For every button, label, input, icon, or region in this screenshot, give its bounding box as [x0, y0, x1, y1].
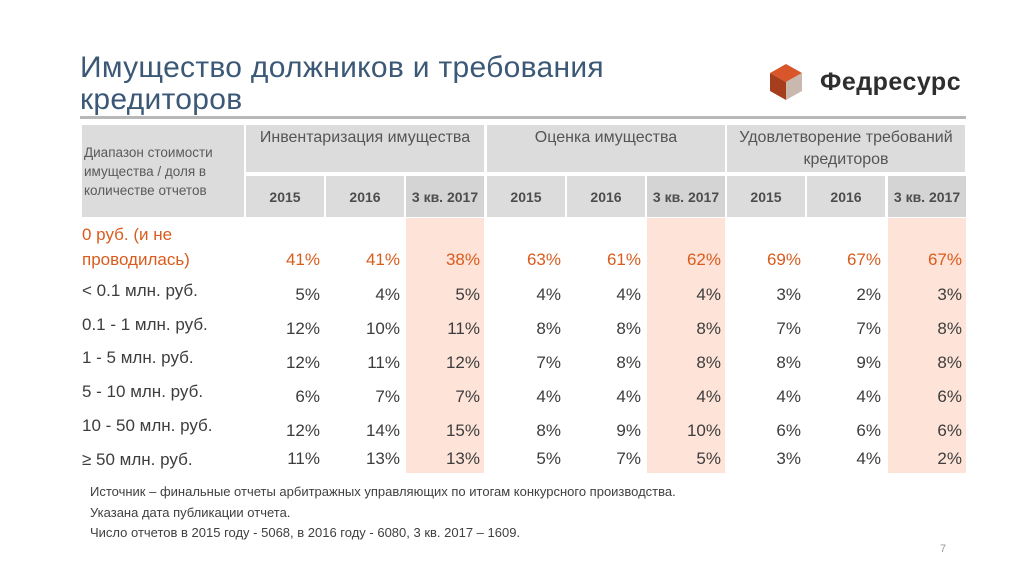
- table-cell: 7%: [536, 353, 561, 372]
- table-cell: 62%: [686, 250, 721, 269]
- table-cell: 14%: [365, 421, 400, 440]
- table-cell: 12%: [445, 353, 480, 372]
- table-cell: 8%: [536, 319, 561, 338]
- table-cell: 7%: [856, 319, 881, 338]
- group-header-valuation: Оценка имущества: [487, 125, 725, 172]
- table-cell: 13%: [365, 449, 400, 468]
- table-cell: 8%: [616, 353, 641, 372]
- fedresurs-logo-icon: [770, 64, 802, 100]
- footnotes: Источник – финальные отчеты арбитражных …: [90, 482, 676, 544]
- year-header: 3 кв. 2017: [406, 176, 484, 217]
- table-cell: 38%: [445, 250, 480, 269]
- table-cell: 8%: [536, 421, 561, 440]
- table-cell: 41%: [285, 250, 320, 269]
- table-cell: 4%: [696, 285, 721, 304]
- table-cell: 4%: [536, 387, 561, 406]
- table-cell: 3%: [776, 285, 801, 304]
- table-cell: 8%: [937, 353, 962, 372]
- table-cell: 6%: [856, 421, 881, 440]
- footnote-counts: Число отчетов в 2015 году - 5068, в 2016…: [90, 525, 521, 540]
- table-cell: 7%: [776, 319, 801, 338]
- table-cell: 8%: [776, 353, 801, 372]
- table-cell: 13%: [445, 449, 480, 468]
- table-cell: 4%: [856, 387, 881, 406]
- highlight-column: [888, 218, 966, 473]
- range-header: Диапазон стоимости имущества / доля в ко…: [82, 125, 244, 217]
- table-cell: 63%: [526, 250, 561, 269]
- table-cell: 11%: [287, 449, 320, 468]
- slide-title: Имущество должников и требования кредито…: [80, 51, 604, 116]
- table-cell: 4%: [696, 387, 721, 406]
- table-cell: 5%: [295, 285, 320, 304]
- fedresurs-logo: Федресурс: [766, 62, 961, 102]
- group-header-creditors: Удовлетворение требований кредиторов: [727, 125, 965, 172]
- year-header: 2016: [326, 176, 404, 217]
- table-cell: 8%: [696, 319, 721, 338]
- table-cell: 7%: [616, 449, 641, 468]
- table-cell: 4%: [375, 285, 400, 304]
- row-label: 0 руб. (и не проводилась): [82, 225, 190, 269]
- table-cell: 6%: [776, 421, 801, 440]
- footnote-source: Источник – финальные отчеты арбитражных …: [90, 484, 676, 499]
- table-cell: 8%: [696, 353, 721, 372]
- table-cell: 12%: [285, 353, 320, 372]
- row-label: 5 - 10 млн. руб.: [82, 382, 204, 401]
- year-header: 2016: [567, 176, 645, 217]
- row-label: 10 - 50 млн. руб.: [82, 416, 213, 435]
- table-cell: 12%: [285, 319, 320, 338]
- title-divider: [80, 116, 966, 119]
- table-cell: 8%: [616, 319, 641, 338]
- table-cell: 5%: [536, 449, 561, 468]
- table-cell: 6%: [937, 387, 962, 406]
- row-label: < 0.1 млн. руб.: [82, 281, 198, 300]
- table-cell: 61%: [606, 250, 641, 269]
- logo-text: Федресурс: [820, 67, 962, 96]
- row-label: 0.1 - 1 млн. руб.: [82, 315, 208, 334]
- table-cell: 7%: [455, 387, 480, 406]
- table-cell: 4%: [536, 285, 561, 304]
- highlight-column: [647, 218, 725, 473]
- year-header: 2015: [487, 176, 565, 217]
- highlight-column: [406, 218, 484, 473]
- table-cell: 2%: [856, 285, 881, 304]
- year-header: 3 кв. 2017: [888, 176, 966, 217]
- table-cell: 9%: [856, 353, 881, 372]
- group-header-inventory: Инвентаризация имущества: [246, 125, 484, 172]
- year-header: 3 кв. 2017: [647, 176, 725, 217]
- table-cell: 3%: [776, 449, 801, 468]
- table-cell: 8%: [937, 319, 962, 338]
- table-cell: 2%: [937, 449, 962, 468]
- year-header: 2015: [727, 176, 805, 217]
- table-cell: 15%: [445, 421, 480, 440]
- table-cell: 11%: [367, 353, 400, 372]
- table-cell: 10%: [365, 319, 400, 338]
- table-cell: 6%: [937, 421, 962, 440]
- table-cell: 6%: [295, 387, 320, 406]
- table-cell: 3%: [937, 285, 962, 304]
- table-cell: 7%: [375, 387, 400, 406]
- year-header: 2016: [807, 176, 885, 217]
- table-cell: 69%: [766, 250, 801, 269]
- table-cell: 12%: [285, 421, 320, 440]
- row-label: ≥ 50 млн. руб.: [82, 450, 193, 469]
- table-cell: 9%: [616, 421, 641, 440]
- table-cell: 67%: [846, 250, 881, 269]
- table-cell: 4%: [856, 449, 881, 468]
- table-cell: 41%: [365, 250, 400, 269]
- row-label: 1 - 5 млн. руб.: [82, 348, 194, 367]
- table-cell: 11%: [447, 319, 480, 338]
- footnote-date: Указана дата публикации отчета.: [90, 504, 291, 520]
- table-cell: 67%: [927, 250, 962, 269]
- table-cell: 4%: [616, 285, 641, 304]
- page-number: 7: [940, 543, 947, 555]
- table-cell: 4%: [776, 387, 801, 406]
- table-cell: 4%: [616, 387, 641, 406]
- year-header: 2015: [246, 176, 324, 217]
- table-cell: 10%: [686, 421, 721, 440]
- table-cell: 5%: [696, 449, 721, 468]
- table-cell: 5%: [455, 285, 480, 304]
